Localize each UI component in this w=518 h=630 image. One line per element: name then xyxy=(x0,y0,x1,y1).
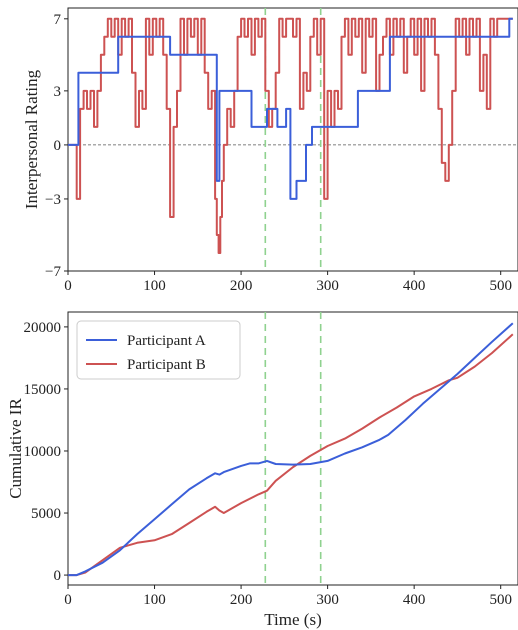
top-panel-interpersonal-rating: 0 100 200 300 400 500 −7 −3 0 3 7 Interpersonal Rat… xyxy=(22,7,518,294)
series-line-b xyxy=(68,333,514,577)
x-tick-label: 500 xyxy=(489,592,512,608)
x-tick-label: 100 xyxy=(143,278,166,294)
x-tick-label: 200 xyxy=(230,278,253,294)
x-tick-label: 100 xyxy=(143,592,166,608)
y-tick-label: 0 xyxy=(54,568,62,584)
legend-box xyxy=(76,320,241,380)
y-tick-label: 15000 xyxy=(24,382,62,398)
x-tick-label: 400 xyxy=(403,592,426,608)
x-tick-label: 400 xyxy=(403,278,426,294)
y-tick-label: 0 xyxy=(54,138,62,154)
y-tick-label: 7 xyxy=(54,12,62,28)
y-tick-label: −3 xyxy=(45,192,61,208)
bottom-panel-cumulative-ir: 0 100 200 300 400 50005000100001500020000Cumu… xyxy=(6,311,518,629)
plot-frame xyxy=(67,311,518,586)
y-tick-label: 5000 xyxy=(31,506,61,522)
series-line-a xyxy=(68,322,514,577)
y-axis-label: Interpersonal Rating xyxy=(22,69,41,209)
y-tick-label: 20000 xyxy=(24,320,62,336)
x-tick-label: 300 xyxy=(316,592,339,608)
legend-label-a: Participant A xyxy=(127,333,206,349)
plot-frame xyxy=(67,7,518,272)
x-tick-label: 500 xyxy=(489,278,512,294)
y-tick-label: −7 xyxy=(45,264,61,280)
x-axis-label: Time (s) xyxy=(264,610,321,629)
y-tick-label: 3 xyxy=(54,84,62,100)
series-line-a xyxy=(68,17,513,200)
x-tick-label: 0 xyxy=(64,278,72,294)
x-tick-label: 200 xyxy=(230,592,253,608)
series-line-b xyxy=(68,17,513,254)
x-tick-label: 300 xyxy=(316,278,339,294)
y-tick-label: 10000 xyxy=(24,444,62,460)
legend-label-b: Participant B xyxy=(127,357,206,373)
x-tick-label: 0 xyxy=(64,592,72,608)
y-axis-label: Cumulative IR xyxy=(6,398,25,499)
